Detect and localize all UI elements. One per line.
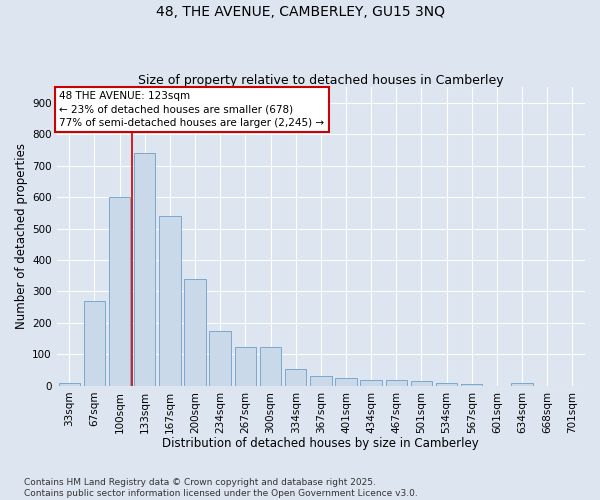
Bar bbox=[436, 384, 457, 386]
Y-axis label: Number of detached properties: Number of detached properties bbox=[15, 144, 28, 330]
Bar bbox=[109, 197, 130, 386]
Bar bbox=[335, 378, 356, 386]
Bar bbox=[209, 331, 231, 386]
Bar bbox=[310, 376, 332, 386]
Bar bbox=[511, 382, 533, 386]
Text: Contains HM Land Registry data © Crown copyright and database right 2025.
Contai: Contains HM Land Registry data © Crown c… bbox=[24, 478, 418, 498]
Bar bbox=[361, 380, 382, 386]
Bar bbox=[59, 382, 80, 386]
X-axis label: Distribution of detached houses by size in Camberley: Distribution of detached houses by size … bbox=[163, 437, 479, 450]
Bar bbox=[235, 346, 256, 386]
Bar bbox=[184, 279, 206, 386]
Bar bbox=[134, 153, 155, 386]
Bar bbox=[411, 381, 432, 386]
Bar bbox=[260, 346, 281, 386]
Bar bbox=[461, 384, 482, 386]
Text: 48, THE AVENUE, CAMBERLEY, GU15 3NQ: 48, THE AVENUE, CAMBERLEY, GU15 3NQ bbox=[155, 5, 445, 19]
Bar bbox=[83, 301, 105, 386]
Title: Size of property relative to detached houses in Camberley: Size of property relative to detached ho… bbox=[138, 74, 503, 87]
Text: 48 THE AVENUE: 123sqm
← 23% of detached houses are smaller (678)
77% of semi-det: 48 THE AVENUE: 123sqm ← 23% of detached … bbox=[59, 92, 325, 128]
Bar bbox=[159, 216, 181, 386]
Bar bbox=[285, 368, 307, 386]
Bar bbox=[386, 380, 407, 386]
